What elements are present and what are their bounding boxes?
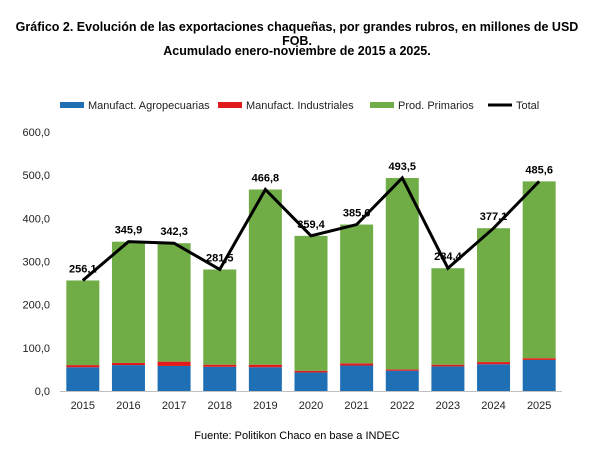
bar-segment-agropecuarias (203, 366, 237, 391)
bar-segment-agropecuarias (431, 366, 465, 391)
bar-segment-agropecuarias (522, 359, 556, 391)
chart-subtitle: Acumulado enero-noviembre de 2015 a 2025… (163, 44, 431, 58)
bar-segment-primarios (157, 243, 191, 362)
total-data-label: 359,4 (297, 219, 325, 231)
bar-segment-industriales (385, 369, 419, 371)
y-tick-label: 100,0 (22, 343, 50, 355)
total-data-label: 284,4 (434, 251, 462, 263)
y-tick-label: 400,0 (22, 213, 50, 225)
total-data-label: 281,5 (206, 252, 234, 264)
y-tick-label: 200,0 (22, 300, 50, 312)
x-tick-label: 2021 (344, 400, 368, 412)
y-tick-label: 300,0 (22, 257, 50, 269)
x-tick-label: 2015 (71, 400, 95, 412)
chart-title: Gráfico 2. Evolución de las exportacione… (15, 20, 579, 48)
bar-segment-agropecuarias (477, 364, 511, 391)
total-data-label: 342,3 (160, 226, 188, 238)
bar-segment-primarios (477, 228, 511, 363)
total-data-label: 345,9 (115, 225, 143, 237)
bar-segment-industriales (157, 361, 191, 366)
bar-segment-industriales (522, 358, 556, 360)
bar-segment-industriales (340, 363, 374, 366)
y-tick-label: 500,0 (22, 170, 50, 182)
legend-swatch (370, 102, 394, 108)
bar-segment-primarios (340, 224, 374, 364)
bar-segment-primarios (248, 189, 282, 365)
legend-swatch (60, 102, 84, 108)
bar-segment-industriales (111, 362, 145, 366)
legend-label: Manufact. Agropecuarias (88, 100, 210, 112)
total-data-label: 377,1 (480, 211, 508, 223)
bar-segment-industriales (294, 370, 328, 373)
total-data-label: 485,6 (525, 164, 553, 176)
y-tick-label: 600,0 (22, 127, 50, 139)
total-data-label: 493,5 (389, 161, 417, 173)
total-data-label: 256,1 (69, 263, 97, 275)
bar-segment-industriales (66, 365, 100, 368)
bar-segment-agropecuarias (248, 367, 282, 391)
bar-segment-primarios (431, 268, 465, 365)
x-tick-label: 2025 (527, 400, 551, 412)
x-tick-label: 2020 (299, 400, 323, 412)
x-tick-label: 2016 (116, 400, 140, 412)
x-tick-label: 2018 (207, 400, 231, 412)
bar-segment-industriales (431, 364, 465, 367)
bar-segment-primarios (385, 177, 419, 370)
bar-segment-primarios (66, 280, 100, 366)
legend-label: Manufact. Industriales (246, 100, 354, 112)
x-tick-label: 2017 (162, 400, 186, 412)
legend-swatch (218, 102, 242, 108)
x-tick-label: 2019 (253, 400, 277, 412)
bar-segment-industriales (477, 362, 511, 365)
bar-segment-industriales (248, 364, 282, 368)
bar-segment-agropecuarias (157, 365, 191, 391)
bar-segment-agropecuarias (340, 365, 374, 391)
bar-segment-agropecuarias (294, 372, 328, 391)
source-note: Fuente: Politikon Chaco en base a INDEC (194, 430, 400, 442)
bar-segment-primarios (522, 181, 556, 359)
bar-segment-primarios (203, 269, 237, 365)
total-line (81, 175, 541, 282)
x-tick-label: 2023 (436, 400, 460, 412)
total-data-label: 466,8 (252, 172, 280, 184)
bar-segment-industriales (203, 364, 237, 367)
bar-segment-agropecuarias (385, 370, 419, 391)
x-tick-label: 2024 (481, 400, 505, 412)
bar-segment-agropecuarias (111, 365, 145, 391)
legend-label: Total (516, 100, 539, 112)
bar-segment-primarios (111, 241, 145, 363)
bar-segment-agropecuarias (66, 367, 100, 391)
legend-label: Prod. Primarios (398, 100, 474, 112)
bar-segment-primarios (294, 235, 328, 371)
x-tick-label: 2022 (390, 400, 414, 412)
y-tick-label: 0,0 (35, 386, 50, 398)
total-data-label: 385,6 (343, 208, 371, 220)
